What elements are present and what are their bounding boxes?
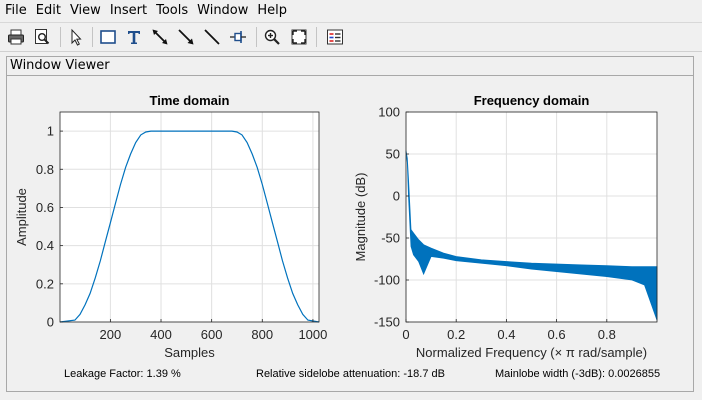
freq-ytick-label: 0 — [393, 189, 400, 204]
mainlobe-width-text: Mainlobe width (-3dB): 0.0026855 — [495, 368, 661, 380]
panel-title: Window Viewer — [10, 58, 110, 73]
freq-xlabel: Normalized Frequency (× π rad/sample) — [416, 345, 647, 360]
time-ytick-label: 1 — [47, 124, 54, 139]
print-preview-icon[interactable] — [31, 26, 53, 48]
time-series-line — [59, 130, 320, 323]
freq-xtick-label: 0.6 — [548, 327, 566, 342]
line-icon[interactable] — [201, 26, 223, 48]
freq-xtick-label: 0.2 — [447, 327, 465, 342]
time-xtick-label: 600 — [201, 327, 223, 342]
fit-icon[interactable] — [288, 26, 310, 48]
toolbar — [0, 22, 702, 52]
pointer-icon[interactable] — [65, 26, 87, 48]
menu-bar: File Edit View Insert Tools Window Help — [0, 0, 702, 21]
time-xtick-label: 800 — [251, 327, 273, 342]
legend-icon[interactable] — [324, 26, 346, 48]
zoom-in-icon[interactable] — [261, 26, 283, 48]
rectangle-icon[interactable] — [97, 26, 119, 48]
time-xtick-label: 200 — [100, 327, 122, 342]
time-domain-chart[interactable]: 200 400 600 800 1000 0 0.2 0.4 0.6 0.8 1 Time domai… — [14, 93, 327, 360]
freq-xtick-label: 0.4 — [497, 327, 515, 342]
sidelobe-attenuation-text: Relative sidelobe attenuation: -18.7 dB — [256, 368, 445, 380]
time-ytick-label: 0.4 — [36, 238, 54, 253]
time-xlabel: Samples — [164, 345, 215, 360]
time-ytick-label: 0.2 — [36, 276, 54, 291]
double-arrow-icon[interactable] — [149, 26, 171, 48]
menu-help[interactable]: Help — [257, 3, 288, 18]
freq-xtick-label: 0 — [402, 327, 409, 342]
freq-ytick-label: -100 — [374, 273, 400, 288]
freq-plot-area — [406, 112, 657, 322]
freq-axes-box — [405, 111, 658, 323]
menu-view[interactable]: View — [69, 3, 101, 18]
time-ytick-label: 0 — [47, 315, 54, 330]
time-xtick-label: 1000 — [298, 327, 327, 342]
menu-file[interactable]: File — [5, 3, 27, 18]
print-icon[interactable] — [5, 26, 27, 48]
menu-insert[interactable]: Insert — [109, 3, 148, 18]
time-ytick-label: 0.6 — [36, 200, 54, 215]
freq-xtick-label: 0.8 — [598, 327, 616, 342]
freq-ylabel: Magnitude (dB) — [353, 173, 368, 262]
time-chart-title: Time domain — [150, 93, 230, 108]
leakage-factor-text: Leakage Factor: 1.39 % — [64, 368, 181, 380]
menu-edit[interactable]: Edit — [35, 3, 61, 18]
freq-ytick-label: -50 — [381, 231, 400, 246]
time-ytick-label: 0.8 — [36, 162, 54, 177]
freq-chart-title: Frequency domain — [474, 93, 590, 108]
menu-window[interactable]: Window — [197, 3, 249, 18]
time-ylabel: Amplitude — [14, 188, 29, 246]
arrow-icon[interactable] — [175, 26, 197, 48]
freq-domain-chart[interactable]: 0 0.2 0.4 0.6 0.8 -150 -100 -50 0 50 100 Frequency … — [353, 93, 658, 360]
text-icon[interactable] — [123, 26, 145, 48]
pin-icon[interactable] — [227, 26, 249, 48]
menu-tools[interactable]: Tools — [156, 3, 189, 18]
time-axes-box — [59, 111, 320, 323]
freq-ytick-label: 100 — [378, 105, 400, 120]
freq-ytick-label: 50 — [386, 147, 400, 162]
time-xtick-label: 400 — [150, 327, 172, 342]
time-plot-area — [60, 112, 319, 322]
freq-ytick-label: -150 — [374, 315, 400, 330]
